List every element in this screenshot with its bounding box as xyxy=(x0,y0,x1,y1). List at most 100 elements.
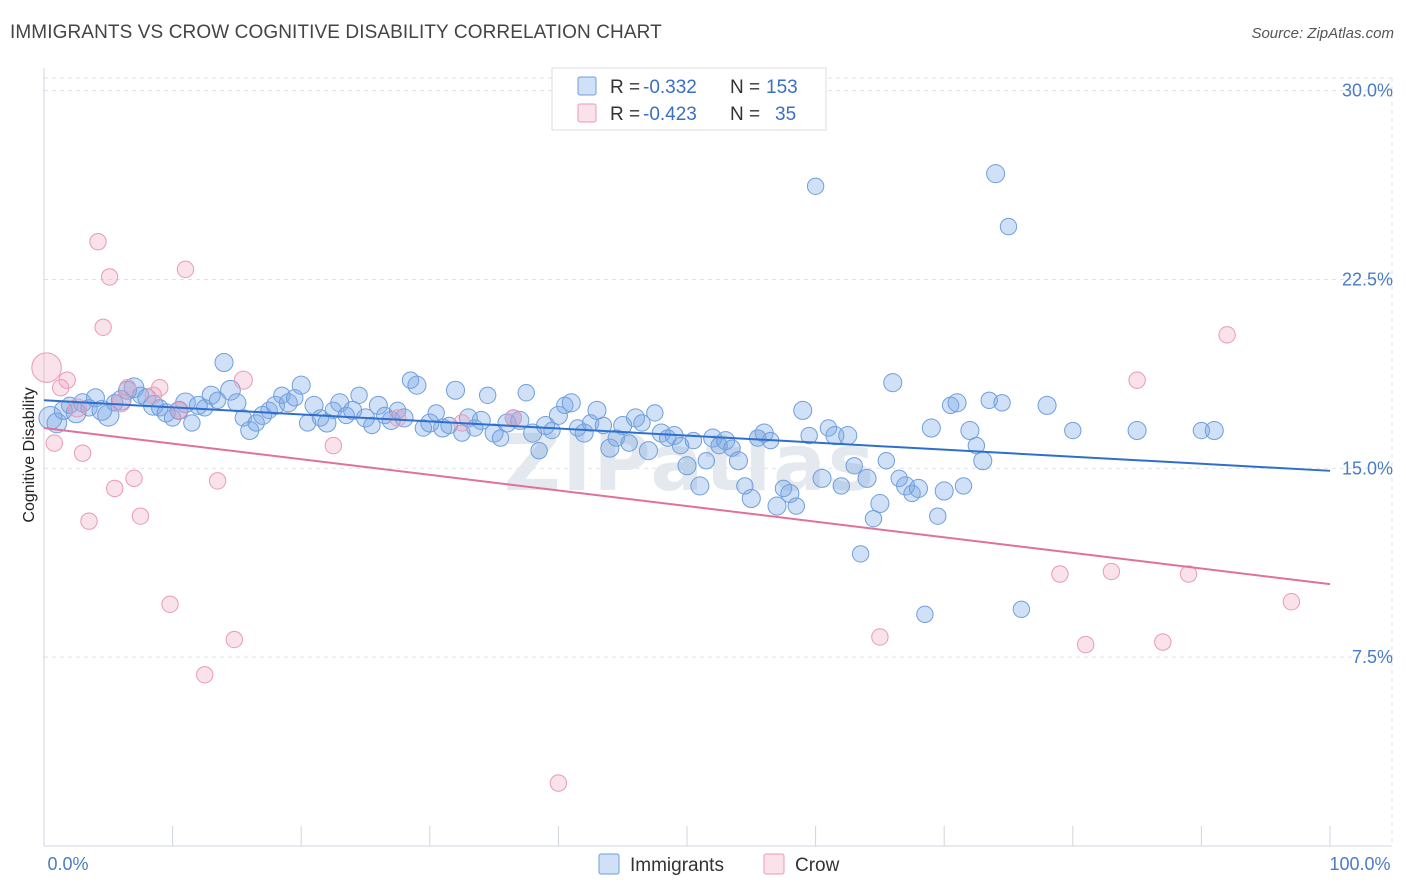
data-point-crow xyxy=(170,401,188,420)
data-point-crow xyxy=(89,232,107,251)
legend-n-value: 35 xyxy=(775,104,796,125)
data-point-immigrants xyxy=(574,423,594,443)
data-point-immigrants xyxy=(227,393,247,413)
data-point-immigrants xyxy=(587,400,607,420)
data-point-immigrants xyxy=(478,386,497,404)
data-point-immigrants xyxy=(877,452,896,470)
data-point-crow xyxy=(94,318,112,336)
data-point-crow xyxy=(131,507,150,525)
data-point-immigrants xyxy=(183,414,201,432)
grid-lines xyxy=(44,77,1393,846)
data-point-immigrants xyxy=(633,414,651,432)
data-point-crow xyxy=(125,469,143,488)
data-point-immigrants xyxy=(929,507,947,525)
data-point-crow xyxy=(233,370,253,390)
data-point-crow xyxy=(106,479,124,498)
data-point-immigrants xyxy=(646,404,664,422)
legend-r-value: -0.423 xyxy=(643,104,697,125)
data-point-immigrants xyxy=(1192,421,1211,440)
legend-n-label: N = xyxy=(730,104,760,125)
legend-n-label: N = xyxy=(730,77,760,98)
data-point-immigrants xyxy=(420,413,440,433)
y-tick-label: 15.0% xyxy=(1342,458,1393,478)
data-point-immigrants xyxy=(291,375,311,395)
legend-r-label: R = xyxy=(610,77,640,98)
data-point-crow xyxy=(1128,371,1146,389)
data-point-immigrants xyxy=(690,476,710,496)
data-point-crow xyxy=(388,409,407,427)
chart-title: IMMIGRANTS VS CROW COGNITIVE DISABILITY … xyxy=(10,22,662,43)
legend-n-value: 153 xyxy=(766,77,798,98)
data-point-immigrants xyxy=(851,545,870,563)
data-point-immigrants xyxy=(812,468,832,488)
data-point-crow xyxy=(58,371,76,389)
data-point-crow xyxy=(324,436,343,455)
data-point-immigrants xyxy=(980,391,998,410)
data-point-immigrants xyxy=(388,401,407,420)
data-point-immigrants xyxy=(908,478,928,498)
bottom-legend-swatch-immigrants xyxy=(598,853,620,875)
data-point-immigrants xyxy=(561,393,581,413)
data-point-immigrants xyxy=(960,421,980,441)
data-point-immigrants xyxy=(433,418,453,438)
data-point-immigrants xyxy=(510,410,530,430)
data-point-immigrants xyxy=(890,469,908,488)
source-credit: Source: ZipAtlas.com xyxy=(1251,25,1394,42)
data-point-crow xyxy=(1218,326,1236,344)
data-point-immigrants xyxy=(986,164,1006,184)
data-point-immigrants xyxy=(793,400,813,420)
data-point-crow xyxy=(176,260,195,279)
data-point-immigrants xyxy=(947,393,967,413)
data-point-immigrants xyxy=(677,456,697,476)
data-point-crow xyxy=(1076,635,1095,654)
data-point-immigrants xyxy=(870,494,890,514)
data-point-immigrants xyxy=(208,391,227,410)
data-point-crow xyxy=(1102,562,1121,581)
axes xyxy=(43,68,1392,847)
data-point-immigrants xyxy=(394,408,414,428)
data-point-immigrants xyxy=(368,395,388,415)
data-point-crow xyxy=(196,666,214,684)
data-point-immigrants xyxy=(806,177,825,195)
data-point-immigrants xyxy=(1064,421,1082,440)
data-point-immigrants xyxy=(973,451,993,471)
data-point-immigrants xyxy=(934,481,954,501)
legend-r-value: -0.332 xyxy=(643,77,697,98)
data-point-crow xyxy=(100,268,119,286)
data-point-immigrants xyxy=(446,380,466,400)
data-point-crow xyxy=(31,352,62,383)
x-tick-label: 0.0% xyxy=(47,854,88,874)
data-point-crow xyxy=(225,630,244,649)
data-point-immigrants xyxy=(1012,600,1031,619)
legend-r-label: R = xyxy=(610,104,640,125)
data-point-immigrants xyxy=(517,384,535,402)
data-point-crow xyxy=(549,774,568,792)
data-point-immigrants xyxy=(671,436,690,455)
data-point-immigrants xyxy=(214,353,234,373)
data-point-immigrants xyxy=(548,405,568,425)
data-point-immigrants xyxy=(767,496,787,516)
data-point-immigrants xyxy=(600,438,620,458)
data-point-immigrants xyxy=(999,217,1018,236)
data-point-immigrants xyxy=(620,434,638,452)
data-point-immigrants xyxy=(1127,421,1147,441)
data-point-immigrants xyxy=(324,401,343,420)
data-point-immigrants xyxy=(787,497,806,515)
x-tick-label: 100.0% xyxy=(1329,854,1390,874)
data-point-crow xyxy=(871,628,889,646)
data-point-crow xyxy=(45,434,63,452)
data-point-crow xyxy=(151,379,169,397)
legend-swatch-immigrants xyxy=(577,76,597,96)
data-point-crow xyxy=(1179,565,1198,583)
data-point-crow xyxy=(504,409,523,427)
data-point-immigrants xyxy=(954,477,973,495)
data-point-immigrants xyxy=(638,441,658,461)
data-point-immigrants xyxy=(273,386,291,404)
data-point-immigrants xyxy=(728,451,748,471)
data-point-immigrants xyxy=(1204,421,1224,441)
trend-lines xyxy=(43,399,1331,586)
bottom-legend: Immigrants Crow xyxy=(598,853,840,876)
data-point-crow xyxy=(1282,593,1301,611)
data-point-crow xyxy=(118,379,137,397)
data-point-crow xyxy=(1051,565,1069,583)
